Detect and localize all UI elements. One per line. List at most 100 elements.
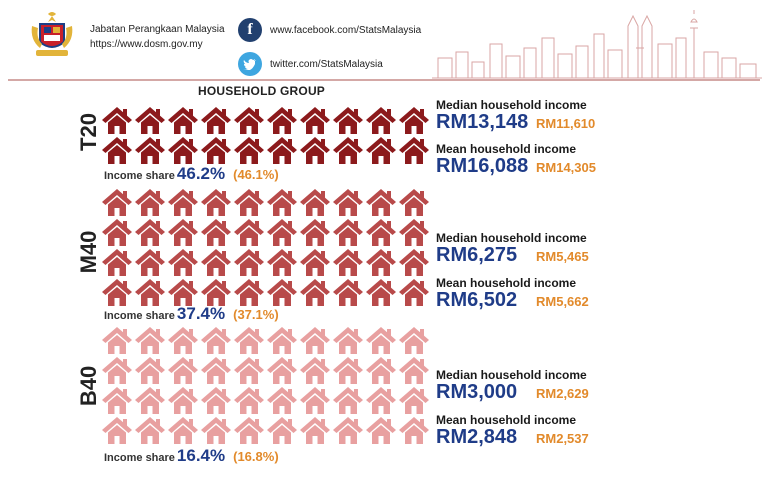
house-icon <box>364 386 397 416</box>
household-group-title: HOUSEHOLD GROUP <box>198 84 326 98</box>
house-icon <box>199 218 232 248</box>
share-current: 37.4% <box>176 304 226 323</box>
house-icon <box>232 326 265 356</box>
house-icon <box>364 248 397 278</box>
house-icon <box>397 136 430 166</box>
header: Jabatan Perangkaan Malaysia https://www.… <box>0 0 768 81</box>
median-current: RM13,148 <box>436 111 529 133</box>
twitter-url: twitter.com/StatsMalaysia <box>270 58 383 70</box>
house-icon <box>199 248 232 278</box>
house-icon <box>133 136 166 166</box>
house-icon <box>298 326 331 356</box>
house-icon <box>199 416 232 446</box>
house-icon <box>100 278 133 308</box>
house-icon <box>100 356 133 386</box>
income-share-m40: Income share 37.4% (37.1%) <box>104 304 279 323</box>
house-icon <box>265 136 298 166</box>
house-icon <box>133 278 166 308</box>
house-icon <box>298 356 331 386</box>
twitter-link[interactable]: twitter.com/StatsMalaysia <box>238 52 383 76</box>
house-icon <box>133 188 166 218</box>
mean-income-b40: Mean household income RM2,848 RM2,537 <box>436 413 589 448</box>
house-icon <box>364 218 397 248</box>
house-icon <box>397 248 430 278</box>
house-icon <box>298 106 331 136</box>
mean-previous: RM2,537 <box>536 431 589 446</box>
house-icon <box>199 188 232 218</box>
city-skyline-illustration <box>432 10 762 79</box>
house-icon <box>133 218 166 248</box>
house-icon <box>166 416 199 446</box>
house-icon <box>100 326 133 356</box>
house-icon <box>331 188 364 218</box>
house-icon <box>199 136 232 166</box>
house-icon <box>265 218 298 248</box>
mean-current: RM2,848 <box>436 426 518 448</box>
house-icon <box>364 278 397 308</box>
share-previous: (46.1%) <box>233 167 279 182</box>
house-icon <box>166 136 199 166</box>
house-icon <box>298 218 331 248</box>
house-icon <box>100 218 133 248</box>
house-icon <box>397 326 430 356</box>
house-icon <box>298 278 331 308</box>
house-icon <box>331 386 364 416</box>
house-icon <box>265 326 298 356</box>
house-icon <box>364 106 397 136</box>
median-previous: RM11,610 <box>536 116 596 131</box>
house-grid-b40 <box>100 326 430 446</box>
house-icon <box>133 386 166 416</box>
house-icon <box>265 278 298 308</box>
house-icon <box>298 136 331 166</box>
facebook-link[interactable]: f www.facebook.com/StatsMalaysia <box>238 18 421 42</box>
house-icon <box>133 356 166 386</box>
house-icon <box>397 188 430 218</box>
house-icon <box>331 278 364 308</box>
facebook-icon: f <box>238 18 262 42</box>
house-icon <box>331 416 364 446</box>
median-current: RM6,275 <box>436 244 518 266</box>
house-icon <box>166 326 199 356</box>
house-icon <box>100 188 133 218</box>
mean-income-t20: Mean household income RM16,088 RM14,305 <box>436 142 596 177</box>
house-grid-m40 <box>100 188 430 308</box>
house-icon <box>232 386 265 416</box>
house-icon <box>364 416 397 446</box>
house-icon <box>133 416 166 446</box>
house-icon <box>133 248 166 278</box>
house-icon <box>364 136 397 166</box>
house-icon <box>397 416 430 446</box>
house-icon <box>298 248 331 278</box>
house-icon <box>100 386 133 416</box>
house-icon <box>100 248 133 278</box>
house-icon <box>331 248 364 278</box>
median-previous: RM2,629 <box>536 386 589 401</box>
house-icon <box>298 188 331 218</box>
house-icon <box>331 326 364 356</box>
house-icon <box>199 356 232 386</box>
house-icon <box>331 218 364 248</box>
house-icon <box>232 218 265 248</box>
median-income-t20: Median household income RM13,148 RM11,610 <box>436 98 596 133</box>
twitter-icon <box>238 52 262 76</box>
house-icon <box>364 188 397 218</box>
house-icon <box>331 136 364 166</box>
share-current: 46.2% <box>176 164 226 183</box>
house-icon <box>397 386 430 416</box>
house-icon <box>232 248 265 278</box>
agency-name: Jabatan Perangkaan Malaysia <box>90 24 225 35</box>
coat-of-arms-logo <box>31 12 73 56</box>
house-icon <box>100 106 133 136</box>
house-icon <box>397 278 430 308</box>
income-share-b40: Income share 16.4% (16.8%) <box>104 446 279 465</box>
house-icon <box>199 326 232 356</box>
header-divider <box>8 79 760 81</box>
agency-info: Jabatan Perangkaan Malaysia https://www.… <box>90 22 225 52</box>
house-icon <box>232 278 265 308</box>
house-icon <box>166 386 199 416</box>
house-icon <box>166 248 199 278</box>
house-icon <box>166 356 199 386</box>
house-icon <box>100 416 133 446</box>
median-income-m40: Median household income RM6,275 RM5,465 <box>436 231 589 266</box>
house-icon <box>166 278 199 308</box>
